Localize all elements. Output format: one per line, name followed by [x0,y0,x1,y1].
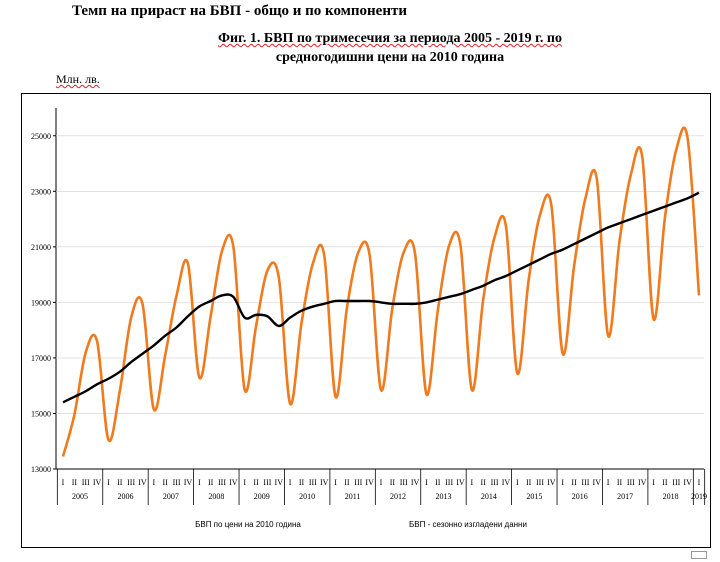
x-quarter-label: IV [683,478,692,487]
x-quarter-label: IV [275,478,284,487]
legend-entry: БВП по цени на 2010 година [195,520,301,529]
x-quarter-label: III [491,478,499,487]
y-tick-label: 13000 [31,465,51,474]
x-quarter-label: III [218,478,226,487]
x-quarter-label: III [309,478,317,487]
x-quarter-label: IV [320,478,329,487]
x-quarter-label: III [400,478,408,487]
x-quarter-label: III [445,478,453,487]
x-year-label: 2015 [526,492,542,501]
y-tick-label: 15000 [31,409,51,418]
report-title: Темп на прираст на БВП - общо и по компо… [72,3,407,19]
x-year-label: 2011 [345,492,361,501]
x-quarter-label: II [163,478,169,487]
x-quarter-label: II [617,478,623,487]
x-quarter-label: I [698,478,701,487]
x-quarter-label: I [471,478,474,487]
figure-title: Фиг. 1. БВП по тримесечия за периода 200… [150,29,630,67]
x-quarter-label: II [117,478,123,487]
x-quarter-label: IV [502,478,511,487]
x-quarter-label: II [299,478,305,487]
x-quarter-label: IV [138,478,147,487]
x-year-label: 2014 [481,492,497,501]
x-quarter-label: II [344,478,350,487]
x-year-label: 2007 [163,492,179,501]
figure-title-line1: Фиг. 1. БВП по тримесечия за периода 200… [218,31,562,46]
x-quarter-label: I [62,478,65,487]
x-year-label: 2010 [299,492,315,501]
x-quarter-label: II [481,478,487,487]
x-quarter-label: II [526,478,532,487]
y-tick-label: 17000 [31,354,51,363]
x-quarter-label: IV [184,478,193,487]
x-year-label: 2006 [117,492,133,501]
x-quarter-label: III [354,478,362,487]
x-quarter-label: I [153,478,156,487]
x-quarter-label: IV [638,478,647,487]
x-quarter-label: IV [229,478,238,487]
x-quarter-label: I [516,478,519,487]
x-quarter-label: I [334,478,337,487]
x-quarter-label: II [253,478,259,487]
x-quarter-label: IV [411,478,420,487]
x-quarter-label: III [536,478,544,487]
x-year-label: 2018 [663,492,679,501]
x-quarter-label: I [652,478,655,487]
y-tick-label: 21000 [31,243,51,252]
x-year-label: 2005 [72,492,88,501]
y-tick-label: 25000 [31,132,51,141]
x-quarter-label: I [425,478,428,487]
x-quarter-label: IV [547,478,556,487]
x-quarter-label: I [107,478,110,487]
x-year-label: 2009 [254,492,270,501]
series-line-seasonally-adjusted [62,191,700,404]
x-quarter-label: III [173,478,181,487]
x-quarter-label: I [243,478,246,487]
x-quarter-label: IV [93,478,102,487]
x-year-label: 2013 [435,492,451,501]
x-quarter-label: I [198,478,201,487]
x-year-label: 2019 [691,492,707,501]
series-line-gdp [61,126,701,457]
x-year-label: 2008 [208,492,224,501]
x-year-label: 2012 [390,492,406,501]
legend-entry: БВП - сезонно изгладени данни [409,520,527,529]
x-quarter-label: IV [593,478,602,487]
x-quarter-label: I [561,478,564,487]
x-quarter-label: III [263,478,271,487]
x-quarter-label: II [390,478,396,487]
x-quarter-label: II [208,478,214,487]
x-quarter-label: I [289,478,292,487]
x-quarter-label: IV [365,478,374,487]
x-quarter-label: III [581,478,589,487]
y-tick-label: 23000 [31,187,51,196]
y-axis-label: Млн. лв. [56,72,100,86]
x-quarter-label: II [72,478,78,487]
x-quarter-label: III [627,478,635,487]
y-tick-label: 19000 [31,298,51,307]
corner-mark [691,551,707,559]
x-quarter-label: I [607,478,610,487]
x-quarter-label: I [380,478,383,487]
x-quarter-label: III [127,478,135,487]
x-quarter-label: III [672,478,680,487]
x-quarter-label: IV [456,478,465,487]
x-quarter-label: II [571,478,577,487]
x-quarter-label: II [662,478,668,487]
chart-frame [21,93,711,548]
x-quarter-label: II [435,478,441,487]
x-quarter-label: III [82,478,90,487]
x-year-label: 2017 [617,492,633,501]
x-year-label: 2016 [572,492,588,501]
figure-title-line2: средногодишни цени на 2010 година [275,50,505,65]
